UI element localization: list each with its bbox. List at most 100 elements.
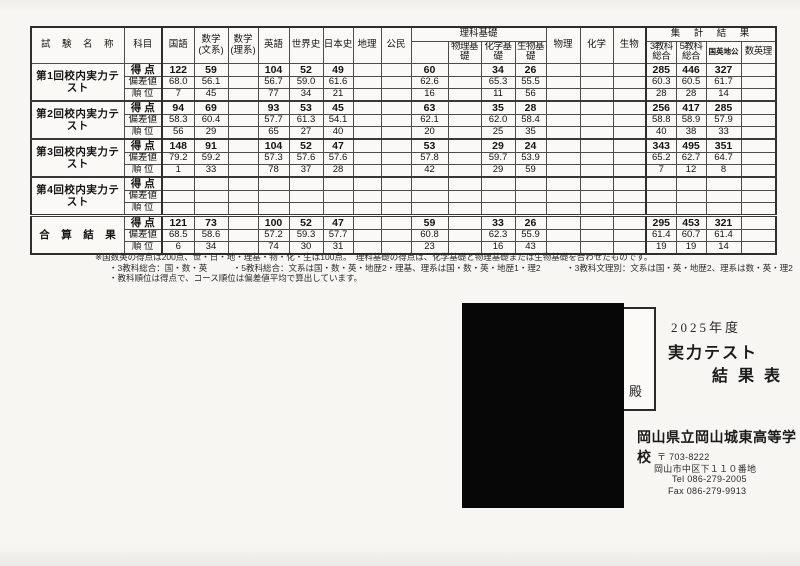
school-fax: Fax 086-279-9913	[668, 486, 747, 496]
value-cell	[380, 176, 412, 192]
col-header-subject: 科目	[123, 26, 163, 65]
value-cell: 59	[514, 164, 547, 178]
value-cell: 104	[257, 138, 290, 154]
value-cell	[579, 176, 614, 192]
value-cell	[288, 190, 324, 204]
note-line-1: ※国数英の得点は200点、世・日・地・理基・物・化・生は100点。 理科基礎の得…	[95, 252, 653, 262]
value-cell: 26	[514, 63, 547, 78]
value-cell	[545, 214, 581, 231]
value-cell: 1	[161, 164, 195, 178]
value-cell: 43	[514, 241, 547, 255]
value-cell	[612, 214, 647, 231]
value-cell	[545, 164, 581, 178]
value-cell: 59.2	[193, 152, 229, 166]
row-label: 偏差値	[123, 229, 163, 243]
row-label: 順 位	[123, 126, 163, 140]
value-cell	[545, 126, 581, 140]
value-cell: 56.1	[193, 76, 229, 90]
value-cell	[227, 126, 259, 140]
value-cell: 53	[410, 138, 449, 154]
value-cell	[740, 126, 777, 140]
value-cell: 12	[675, 164, 707, 178]
value-cell	[352, 214, 382, 231]
value-cell	[447, 164, 482, 178]
value-cell: 57.7	[322, 229, 354, 243]
value-cell: 446	[675, 63, 707, 78]
value-cell	[579, 229, 614, 243]
value-cell: 59.7	[480, 152, 516, 166]
value-cell	[447, 88, 482, 102]
value-cell	[352, 63, 382, 78]
value-cell	[579, 138, 614, 154]
value-cell	[352, 190, 382, 204]
row-label: 偏差値	[123, 190, 163, 204]
value-cell	[410, 176, 449, 192]
value-cell: 77	[257, 88, 290, 102]
value-cell: 94	[161, 100, 195, 116]
value-cell	[227, 88, 259, 102]
col-header-subject-4: 世界史	[288, 26, 324, 65]
value-cell: 60.7	[675, 229, 707, 243]
value-cell	[227, 63, 259, 78]
value-cell: 33	[705, 126, 742, 140]
row-label: 得 点	[123, 138, 163, 154]
value-cell: 321	[705, 214, 742, 231]
value-cell: 62.0	[480, 114, 516, 128]
value-cell	[380, 164, 412, 178]
value-cell	[322, 176, 354, 192]
value-cell	[161, 176, 195, 192]
value-cell: 53	[288, 100, 324, 116]
test-name-0: 第1回校内実力テスト	[30, 63, 125, 102]
title-year: 2025年度	[671, 320, 742, 335]
row-label: 得 点	[123, 63, 163, 78]
col-header-subject-1: 数学 (文系)	[193, 26, 229, 65]
value-cell: 79.2	[161, 152, 195, 166]
value-cell: 38	[675, 126, 707, 140]
value-cell	[447, 202, 482, 217]
value-cell	[545, 76, 581, 90]
value-cell	[193, 202, 229, 217]
row-label: 偏差値	[123, 114, 163, 128]
test-name-3: 第4回校内実力テスト	[30, 176, 125, 217]
value-cell: 52	[288, 214, 324, 231]
value-cell: 65	[257, 126, 290, 140]
addressee-suffix: 殿	[629, 384, 643, 399]
value-cell: 33	[480, 214, 516, 231]
value-cell: 295	[645, 214, 677, 231]
value-cell	[612, 88, 647, 102]
value-cell: 60.4	[193, 114, 229, 128]
value-cell	[645, 190, 677, 204]
value-cell: 16	[480, 241, 516, 255]
value-cell	[227, 214, 259, 231]
value-cell: 60.8	[410, 229, 449, 243]
value-cell: 104	[257, 63, 290, 78]
value-cell	[579, 76, 614, 90]
value-cell: 58.9	[675, 114, 707, 128]
value-cell	[447, 176, 482, 192]
value-cell	[352, 164, 382, 178]
value-cell	[410, 202, 449, 217]
value-cell: 68.5	[161, 229, 195, 243]
value-cell	[380, 190, 412, 204]
value-cell: 34	[288, 88, 324, 102]
school-address: 岡山市中区下１１０番地	[654, 464, 757, 474]
value-cell: 285	[645, 63, 677, 78]
value-cell: 29	[480, 164, 516, 178]
value-cell: 73	[193, 214, 229, 231]
value-cell: 65.3	[480, 76, 516, 90]
value-cell: 59.0	[288, 76, 324, 90]
col-header-science-2: 生物	[612, 26, 647, 65]
value-cell: 60	[410, 63, 449, 78]
value-cell	[612, 126, 647, 140]
value-cell: 68.0	[161, 76, 195, 90]
value-cell: 93	[257, 100, 290, 116]
value-cell	[227, 176, 259, 192]
value-cell: 45	[322, 100, 354, 116]
col-header-rika-sub-2: 生物基礎	[514, 40, 547, 65]
value-cell	[705, 202, 742, 217]
value-cell	[740, 176, 777, 192]
value-cell: 69	[193, 100, 229, 116]
value-cell: 29	[193, 126, 229, 140]
value-cell: 78	[257, 164, 290, 178]
value-cell	[447, 190, 482, 204]
